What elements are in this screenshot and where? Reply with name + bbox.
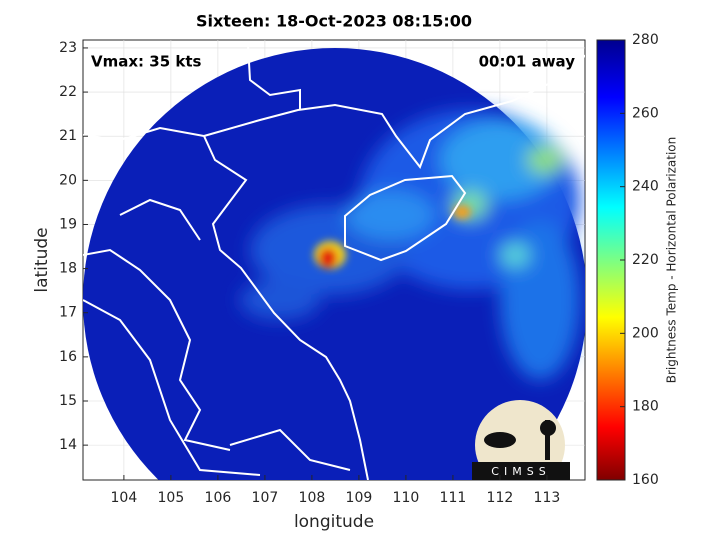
y-tick-label: 15 <box>59 393 77 409</box>
y-tick-label: 23 <box>59 40 77 56</box>
logo: CIMSS <box>472 400 570 480</box>
x-tick-label: 113 <box>534 490 561 506</box>
x-axis-label: longitude <box>294 512 374 532</box>
vmax-label: Vmax: 35 kts <box>91 53 201 71</box>
x-tick-label: 110 <box>393 490 420 506</box>
coastlines <box>83 44 585 480</box>
x-tick-label: 111 <box>440 490 467 506</box>
y-tick-label: 20 <box>59 172 77 188</box>
swath <box>83 44 585 480</box>
colorbar-tick-label: 160 <box>632 472 659 488</box>
map-title: Sixteen: 18-Oct-2023 08:15:00 <box>196 12 472 31</box>
colorbar-tick-label: 260 <box>632 105 659 121</box>
colorbar-tick-label: 200 <box>632 325 659 341</box>
x-tick-label: 107 <box>252 490 279 506</box>
y-tick-label: 14 <box>59 437 77 453</box>
y-tick-label: 21 <box>59 128 77 144</box>
colorbar-label: Brightness Temp - Horizontal Polarizatio… <box>665 137 679 384</box>
y-tick-label: 22 <box>59 84 77 100</box>
y-tick-label: 17 <box>59 305 77 321</box>
y-tick-label: 18 <box>59 261 77 277</box>
x-tick-label: 105 <box>158 490 185 506</box>
time-away-label: 00:01 away <box>479 53 576 71</box>
y-tick-label: 19 <box>59 216 77 232</box>
x-tick-label: 106 <box>205 490 232 506</box>
convection <box>314 205 471 269</box>
colorbar-tick-label: 240 <box>632 179 659 195</box>
y-axis-label: latitude <box>32 227 52 292</box>
x-tick-label: 112 <box>487 490 514 506</box>
logo-text: CIMSS <box>491 465 550 478</box>
colorbar-tick-label: 180 <box>632 399 659 415</box>
x-tick-label: 109 <box>346 490 373 506</box>
x-tick-label: 108 <box>299 490 326 506</box>
x-tick-label: 104 <box>111 490 138 506</box>
y-tick-label: 16 <box>59 349 77 365</box>
colorbar-tick-label: 220 <box>632 252 659 268</box>
colorbar-tick-label: 280 <box>632 32 659 48</box>
